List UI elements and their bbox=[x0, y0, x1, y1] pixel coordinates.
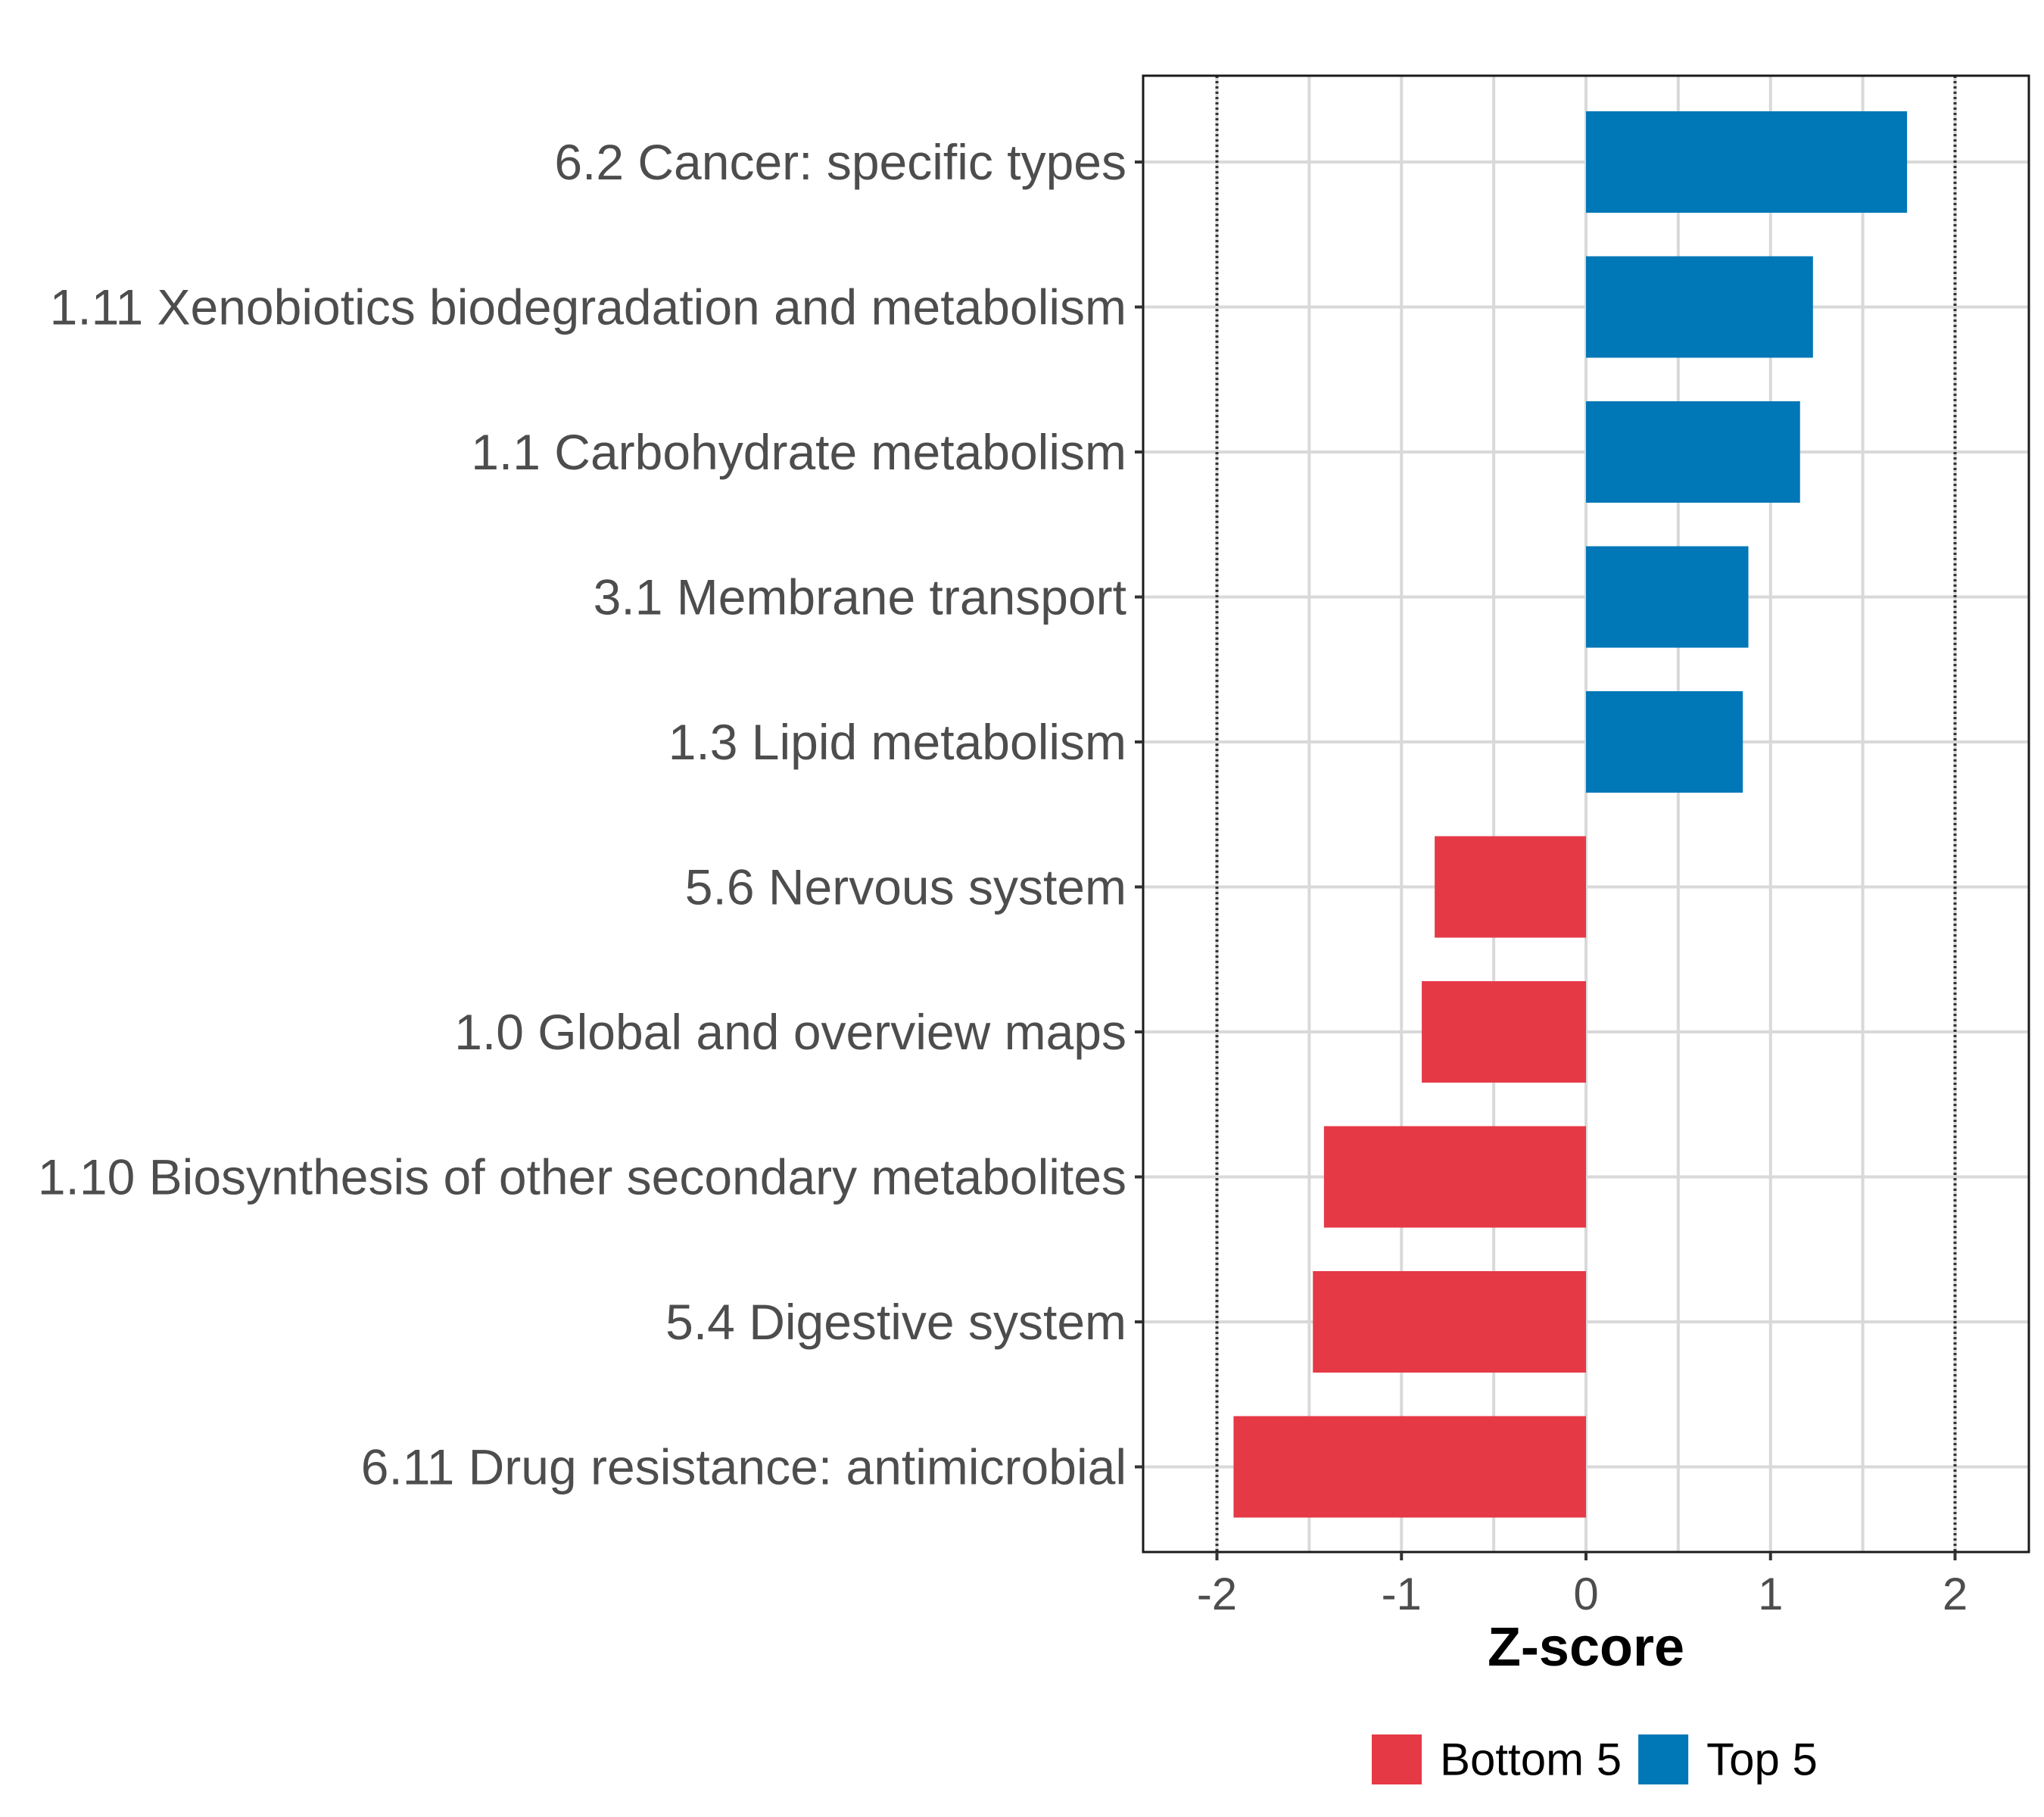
y-tick-label: 5.6 Nervous system bbox=[685, 859, 1126, 915]
bar bbox=[1586, 111, 1908, 213]
x-axis: -2 -1 0 1 2 bbox=[1197, 1552, 1968, 1619]
legend-label: Top 5 bbox=[1706, 1734, 1818, 1785]
x-tick-label: 0 bbox=[1573, 1569, 1598, 1619]
y-tick-label: 6.11 Drug resistance: antimicrobial bbox=[361, 1439, 1126, 1495]
legend-key bbox=[1638, 1734, 1689, 1784]
bar bbox=[1586, 546, 1749, 648]
bar bbox=[1435, 836, 1586, 938]
y-tick-label: 1.10 Biosynthesis of other secondary met… bbox=[38, 1149, 1126, 1205]
reference-lines bbox=[1215, 76, 1957, 1552]
bar bbox=[1586, 256, 1813, 358]
bar bbox=[1323, 1126, 1586, 1228]
x-tick-label: -2 bbox=[1197, 1569, 1237, 1619]
x-tick-label: -1 bbox=[1382, 1569, 1422, 1619]
y-tick-label: 1.1 Carbohydrate metabolism bbox=[471, 424, 1126, 480]
legend-label: Bottom 5 bbox=[1440, 1734, 1622, 1785]
bar bbox=[1586, 691, 1743, 793]
x-tick-label: 2 bbox=[1943, 1569, 1968, 1619]
y-tick-label: 1.0 Global and overview maps bbox=[454, 1004, 1126, 1060]
bar bbox=[1422, 981, 1586, 1083]
y-tick-label: 5.4 Digestive system bbox=[665, 1294, 1126, 1350]
legend-key bbox=[1372, 1734, 1422, 1784]
x-axis-title: Z-score bbox=[1488, 1617, 1684, 1678]
bars bbox=[1233, 111, 1908, 1518]
y-tick-label: 3.1 Membrane transport bbox=[594, 569, 1126, 625]
x-tick-label: 1 bbox=[1758, 1569, 1783, 1619]
y-tick-label: 1.11 Xenobiotics biodegradation and meta… bbox=[50, 279, 1126, 335]
y-tick-label: 1.3 Lipid metabolism bbox=[668, 714, 1126, 770]
y-tick-label: 6.2 Cancer: specific types bbox=[554, 134, 1126, 190]
bar bbox=[1313, 1271, 1586, 1373]
bar bbox=[1233, 1416, 1586, 1518]
y-axis: 6.2 Cancer: specific types 1.11 Xenobioti… bbox=[38, 134, 1143, 1495]
legend: Bottom 5 Top 5 bbox=[1372, 1734, 1818, 1785]
bar bbox=[1586, 401, 1800, 503]
